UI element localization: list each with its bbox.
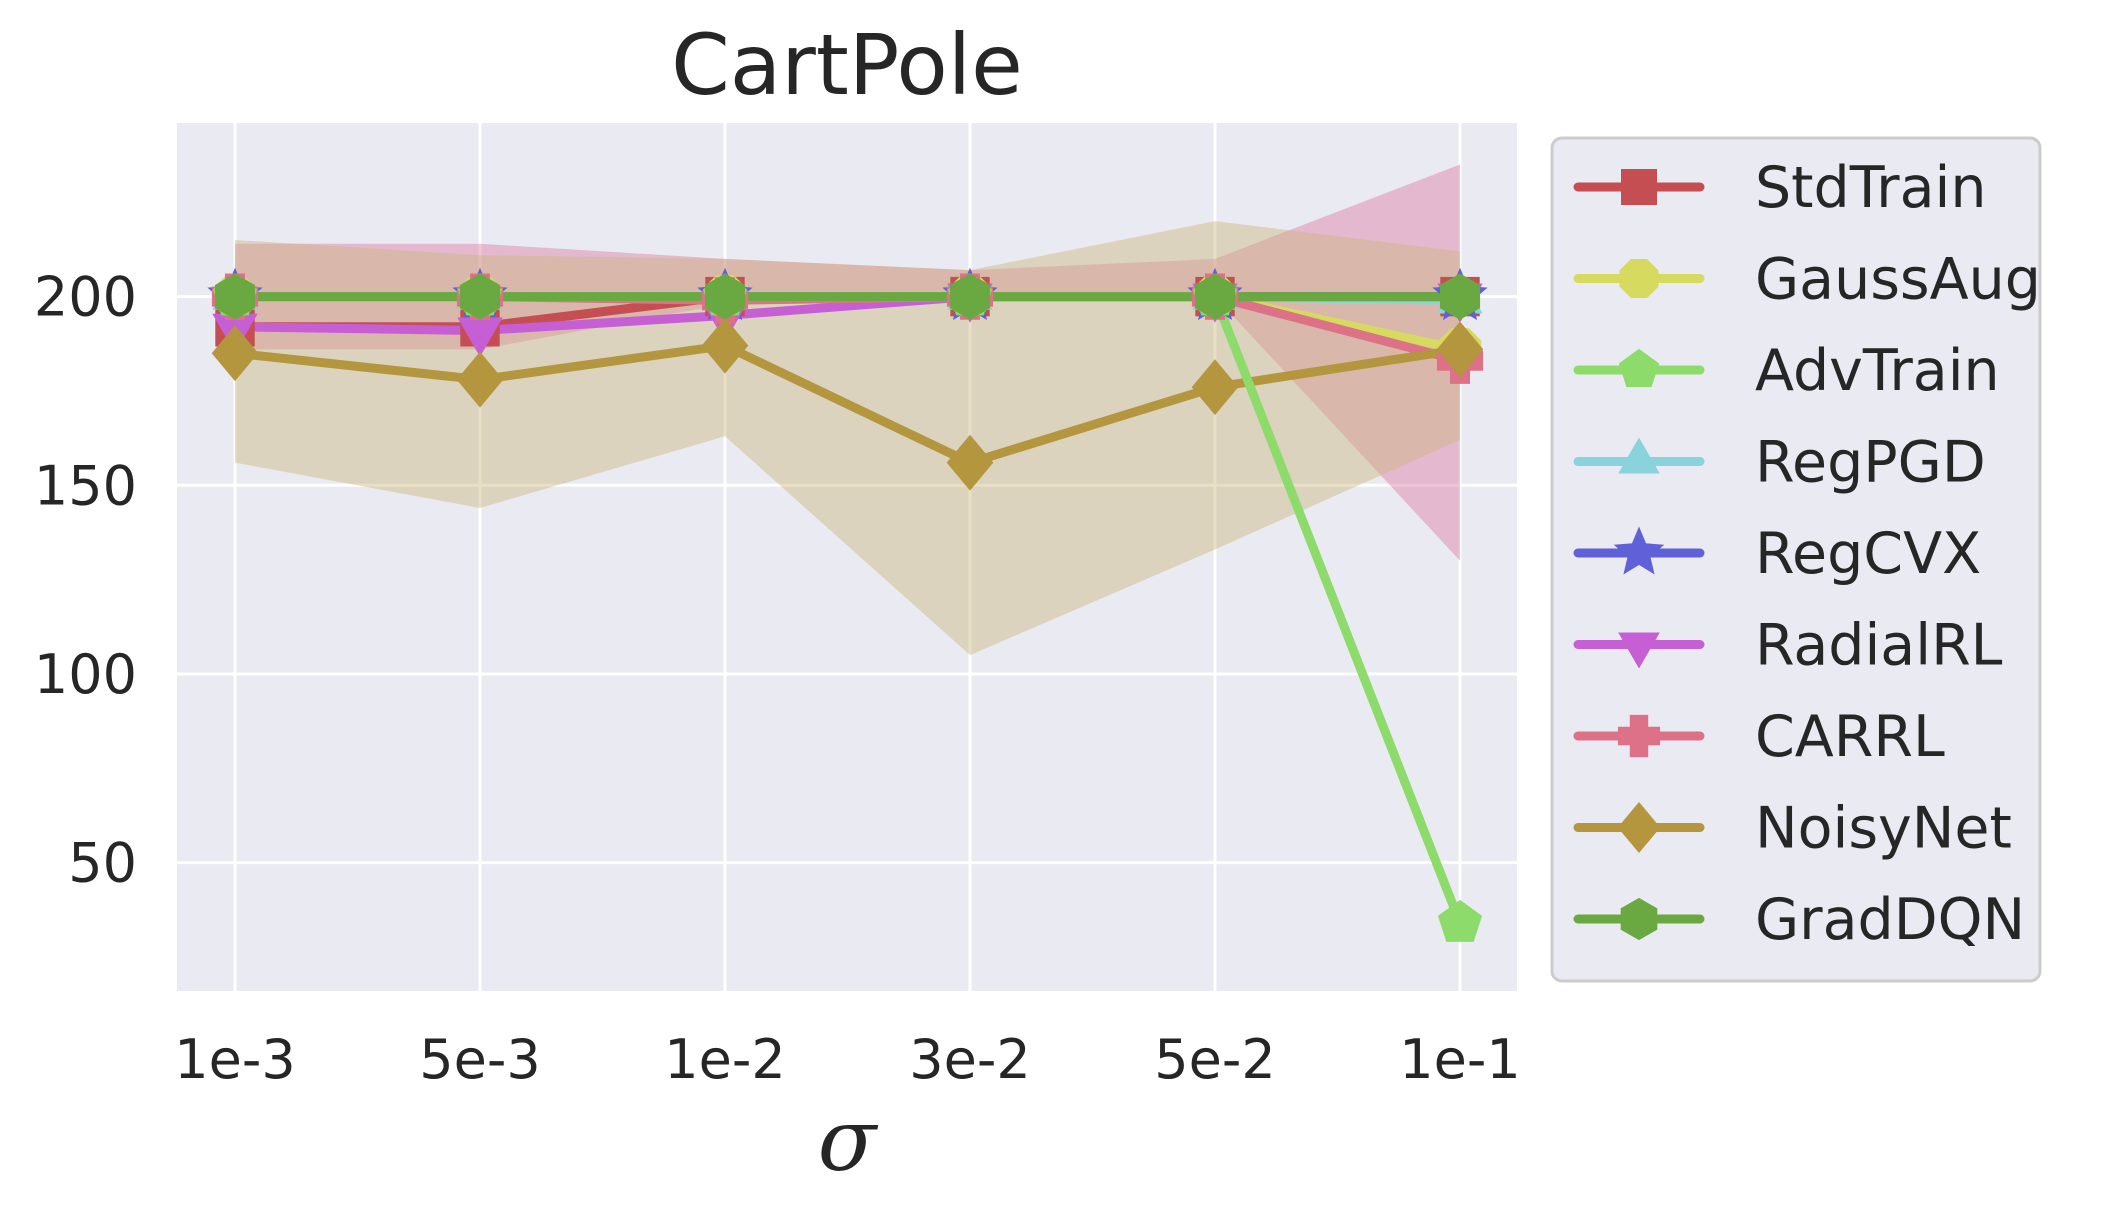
legend-item-regcvx: RegCVX [1573, 521, 1981, 587]
legend-item-stdtrain: StdTrain [1573, 155, 1986, 221]
legend-label: StdTrain [1755, 155, 1986, 221]
legend-item-carrl: CARRL [1573, 704, 1945, 770]
y-tick-labels: 50 100 150 200 [34, 266, 137, 895]
legend-label: RegPGD [1755, 430, 1986, 496]
series-lines [230, 292, 1465, 928]
marker-graddqn [1439, 273, 1481, 320]
legend-label: GaussAug [1755, 247, 2041, 313]
legend-label: RadialRL [1755, 613, 2003, 679]
legend-item-advtrain: AdvTrain [1573, 338, 2000, 404]
x-axis-label: σ [818, 1091, 879, 1191]
legend-marker [1617, 714, 1661, 758]
x-tick-label: 5e-2 [1154, 1028, 1275, 1091]
x-tick-label: 1e-2 [664, 1028, 785, 1091]
line-noisynet [230, 341, 1465, 468]
legend-label: NoisyNet [1755, 796, 2012, 862]
x-tick-label: 5e-3 [419, 1028, 540, 1091]
plot-background [177, 123, 1517, 991]
y-tick-label: 150 [34, 454, 137, 517]
chart-title: CartPole [671, 16, 1023, 114]
legend-marker [1619, 259, 1659, 298]
series-markers [207, 267, 1488, 942]
y-tick-label: 200 [34, 266, 137, 329]
marker-graddqn [214, 273, 256, 320]
legend-marker [1613, 526, 1665, 575]
marker-noisynet [946, 434, 994, 491]
band-carrl [235, 164, 1460, 561]
x-tick-label: 1e-3 [174, 1028, 295, 1091]
legend-item-graddqn: GradDQN [1573, 887, 2025, 953]
marker-graddqn [949, 273, 991, 320]
marker-noisynet [1436, 321, 1484, 378]
legend-item-radialrl: RadialRL [1573, 613, 2003, 679]
y-tick-label: 100 [34, 643, 137, 706]
marker-graddqn [459, 273, 501, 320]
legend-item-gaussaug: GaussAug [1573, 247, 2041, 313]
x-tick-labels: 1e-3 5e-3 1e-2 3e-2 5e-2 1e-1 [174, 1028, 1520, 1091]
legend-label: CARRL [1755, 704, 1945, 770]
x-tick-label: 3e-2 [909, 1028, 1030, 1091]
marker-noisynet [456, 351, 504, 408]
legend-item-noisynet: NoisyNet [1573, 796, 2012, 862]
legend-item-regpgd: RegPGD [1573, 430, 1986, 496]
legend-marker [1618, 348, 1660, 388]
legend-marker [1617, 801, 1661, 854]
legend-frame [1550, 136, 2042, 983]
legend-marker [1618, 437, 1660, 474]
marker-graddqn [704, 273, 746, 320]
legend-label: RegCVX [1755, 521, 1981, 587]
x-tick-label: 1e-1 [1399, 1028, 1520, 1091]
legend-marker [1618, 632, 1660, 669]
y-tick-label: 50 [68, 832, 137, 895]
marker-graddqn [1194, 273, 1236, 320]
marker-noisynet [211, 325, 259, 382]
legend-marker [1621, 169, 1657, 205]
legend-label: AdvTrain [1755, 338, 2000, 404]
marker-advtrain [1437, 899, 1483, 942]
legend-marker [1620, 897, 1658, 941]
marker-noisynet [701, 317, 749, 374]
marker-noisynet [1191, 359, 1239, 416]
legend-label: GradDQN [1755, 887, 2025, 953]
legend: StdTrain GaussAug AdvTrain RegPGD RegCVX Radi… [1550, 136, 2042, 983]
